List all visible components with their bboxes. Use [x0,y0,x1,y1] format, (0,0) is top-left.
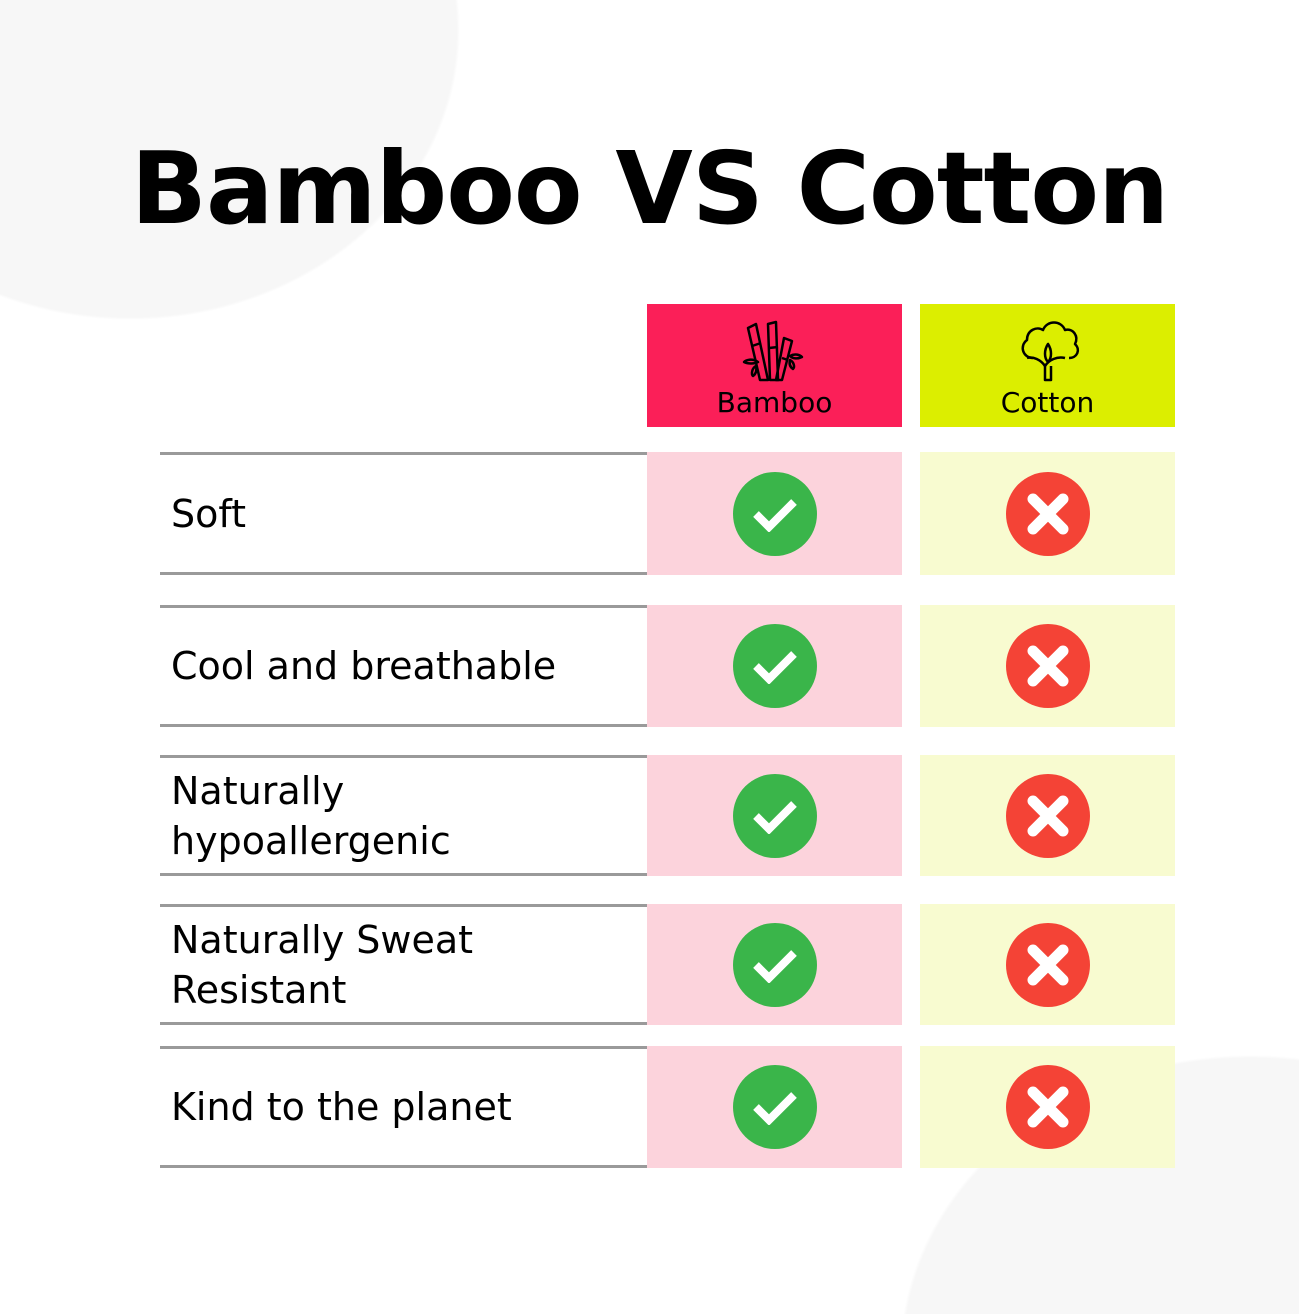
feature-label: Naturally hypoallergenic [171,768,451,863]
check-icon [732,773,817,858]
check-icon [732,471,817,556]
bamboo-cell [647,605,902,727]
background-shape [0,0,460,320]
feature-label: Cool and breathable [171,644,557,688]
feature-row: Soft [160,452,647,575]
column-label: Bamboo [716,386,833,419]
page-title: Bamboo VS Cotton [130,130,1170,247]
check-icon [732,922,817,1007]
feature-row: Naturally Sweat Resistant [160,904,647,1025]
feature-label: Kind to the planet [171,1085,512,1129]
cross-icon [1005,1065,1090,1149]
cross-icon [1005,471,1090,556]
bamboo-cell [647,1046,902,1168]
cotton-cell [920,1046,1175,1168]
bamboo-cell [647,904,902,1025]
cotton-cell [920,755,1175,876]
cross-icon [1005,922,1090,1007]
feature-row: Cool and breathable [160,605,647,727]
column-header-bamboo: Bamboo [647,304,902,427]
bamboo-icon [742,320,803,382]
feature-row: Naturally hypoallergenic [160,755,647,876]
feature-label: Naturally Sweat Resistant [171,917,474,1012]
feature-label: Soft [171,491,246,536]
feature-row: Kind to the planet [160,1046,647,1168]
column-label: Cotton [1000,386,1095,419]
bamboo-cell [647,452,902,575]
cotton-cell [920,904,1175,1025]
cross-icon [1005,624,1090,708]
column-header-cotton: Cotton [920,304,1175,427]
bamboo-cell [647,755,902,876]
cotton-cell [920,452,1175,575]
check-icon [732,624,817,708]
cross-icon [1005,773,1090,858]
cotton-icon [1021,321,1079,382]
cotton-cell [920,605,1175,727]
check-icon [732,1065,817,1149]
